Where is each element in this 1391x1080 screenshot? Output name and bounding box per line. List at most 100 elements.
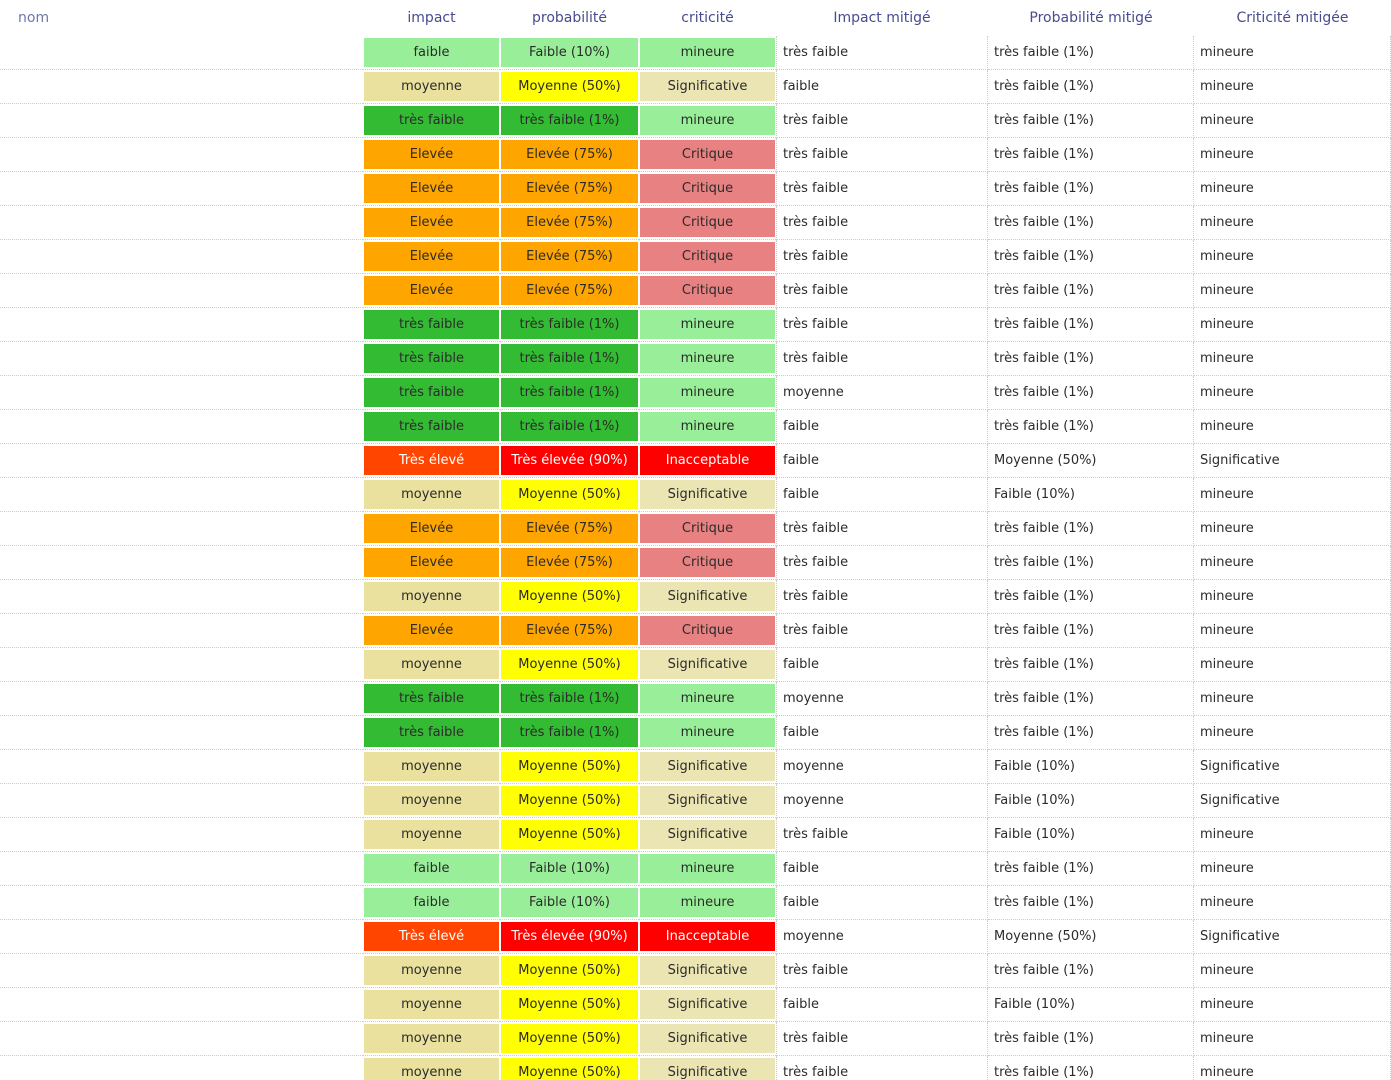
nom-cell [0,784,363,818]
risk-level-badge: mineure [640,38,775,67]
risk-level-badge: Significative [640,582,775,611]
risk-level-badge: Elevée (75%) [501,242,638,271]
risk-level-badge: Significative [640,990,775,1019]
criticite-mitigee-cell: mineure [1194,1056,1391,1080]
probabilite-mitige-cell: très faible (1%) [988,308,1194,342]
criticite-mitigee-cell: Significative [1194,750,1391,784]
probabilite-cell: Faible (10%) [500,886,639,920]
column-header-criticite[interactable]: criticité [681,10,734,26]
probabilite-mitige-cell: très faible (1%) [988,614,1194,648]
criticite-mitigee-cell: Significative [1194,920,1391,954]
impact-cell: très faible [363,716,500,750]
column-header-nom[interactable]: nom [18,10,50,26]
column-header-impact[interactable]: impact [407,10,456,26]
nom-cell [0,308,363,342]
table-row: très faible très faible (1%) mineure moyenn… [0,682,1391,716]
criticite-cell: Critique [639,614,776,648]
header-row: nom impact probabilité criticité Impact … [0,0,1391,36]
criticite-cell: mineure [639,342,776,376]
risk-level-badge: Significative [640,786,775,815]
risk-level-badge: Moyenne (50%) [501,1058,638,1080]
probabilite-cell: très faible (1%) [500,308,639,342]
probabilite-mitige-cell: très faible (1%) [988,104,1194,138]
risk-level-badge: très faible [364,310,499,339]
table-row: Elevée Elevée (75%) Critique très faible trè… [0,274,1391,308]
probabilite-cell: Faible (10%) [500,852,639,886]
table-row: moyenne Moyenne (50%) Significative très fa… [0,954,1391,988]
impact-mitige-cell: très faible [776,104,988,138]
nom-cell [0,478,363,512]
probabilite-mitige-cell: très faible (1%) [988,172,1194,206]
risk-level-badge: Elevée (75%) [501,514,638,543]
criticite-cell: mineure [639,376,776,410]
criticite-cell: mineure [639,682,776,716]
risk-level-badge: mineure [640,718,775,747]
table-row: moyenne Moyenne (50%) Significative très fa… [0,1022,1391,1056]
probabilite-mitige-cell: Faible (10%) [988,478,1194,512]
probabilite-mitige-cell: très faible (1%) [988,716,1194,750]
nom-cell [0,750,363,784]
risk-level-badge: Moyenne (50%) [501,956,638,985]
probabilite-cell: Elevée (75%) [500,172,639,206]
probabilite-mitige-cell: très faible (1%) [988,512,1194,546]
nom-cell [0,1022,363,1056]
risk-level-badge: Elevée [364,616,499,645]
probabilite-mitige-cell: très faible (1%) [988,342,1194,376]
criticite-cell: Significative [639,1056,776,1080]
criticite-mitigee-cell: mineure [1194,716,1391,750]
criticite-cell: Significative [639,954,776,988]
probabilite-cell: Elevée (75%) [500,138,639,172]
nom-cell [0,512,363,546]
impact-mitige-cell: très faible [776,308,988,342]
risk-level-badge: moyenne [364,752,499,781]
impact-mitige-cell: très faible [776,342,988,376]
risk-level-badge: Moyenne (50%) [501,1024,638,1053]
nom-cell [0,920,363,954]
impact-cell: Elevée [363,274,500,308]
column-header-probabilite-mitige[interactable]: Probabilité mitigé [1029,10,1153,26]
probabilite-mitige-cell: très faible (1%) [988,36,1194,70]
criticite-cell: Significative [639,750,776,784]
impact-cell: faible [363,852,500,886]
criticite-mitigee-cell: mineure [1194,240,1391,274]
criticite-mitigee-cell: mineure [1194,954,1391,988]
probabilite-cell: Moyenne (50%) [500,580,639,614]
risk-level-badge: Très élevé [364,446,499,475]
column-header-criticite-mitigee[interactable]: Criticité mitigée [1236,10,1349,26]
table-row: faible Faible (10%) mineure faible très faib… [0,852,1391,886]
risk-level-badge: Significative [640,72,775,101]
impact-cell: très faible [363,342,500,376]
probabilite-cell: Moyenne (50%) [500,784,639,818]
risk-level-badge: mineure [640,378,775,407]
risk-level-badge: mineure [640,310,775,339]
nom-cell [0,886,363,920]
risk-level-badge: Faible (10%) [501,888,638,917]
probabilite-mitige-cell: très faible (1%) [988,682,1194,716]
risk-level-badge: très faible (1%) [501,718,638,747]
column-header-probabilite[interactable]: probabilité [531,10,608,26]
impact-mitige-cell: moyenne [776,920,988,954]
nom-cell [0,716,363,750]
nom-cell [0,988,363,1022]
table-row: très faible très faible (1%) mineure moyenn… [0,376,1391,410]
criticite-mitigee-cell: mineure [1194,478,1391,512]
impact-mitige-cell: très faible [776,1056,988,1080]
nom-cell [0,648,363,682]
probabilite-mitige-cell: très faible (1%) [988,410,1194,444]
criticite-mitigee-cell: mineure [1194,818,1391,852]
column-header-impact-mitige[interactable]: Impact mitigé [833,10,931,26]
probabilite-cell: Moyenne (50%) [500,988,639,1022]
table-row: Elevée Elevée (75%) Critique très faible trè… [0,546,1391,580]
nom-cell [0,546,363,580]
probabilite-mitige-cell: Faible (10%) [988,988,1194,1022]
criticite-mitigee-cell: mineure [1194,410,1391,444]
impact-cell: moyenne [363,988,500,1022]
risk-level-badge: Moyenne (50%) [501,480,638,509]
risk-level-badge: Inacceptable [640,922,775,951]
criticite-mitigee-cell: mineure [1194,172,1391,206]
risk-level-badge: Significative [640,650,775,679]
impact-mitige-cell: très faible [776,1022,988,1056]
probabilite-mitige-cell: très faible (1%) [988,240,1194,274]
